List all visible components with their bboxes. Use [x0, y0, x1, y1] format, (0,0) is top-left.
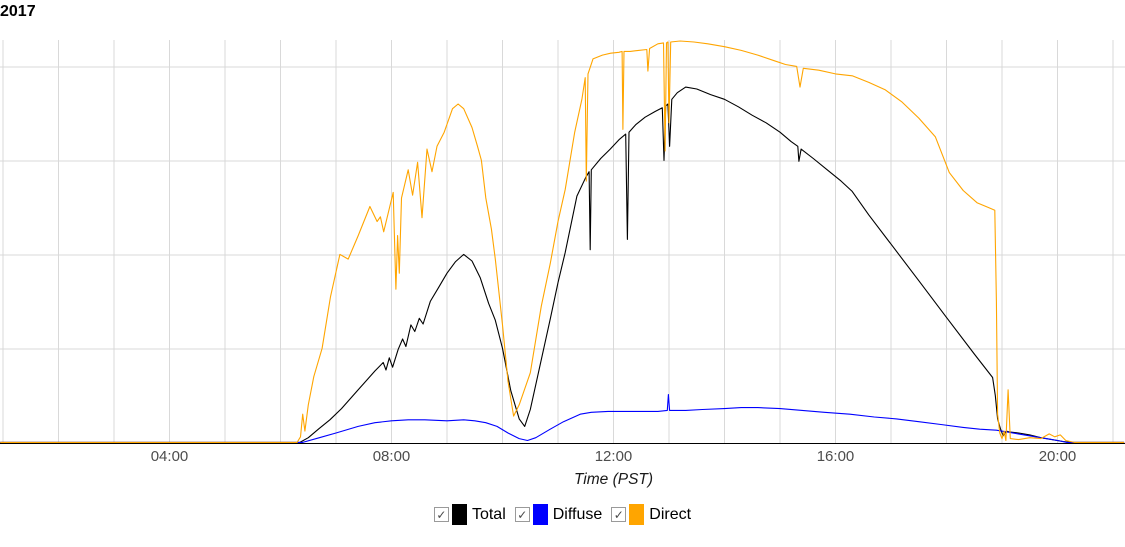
plot-gridlines	[0, 40, 1125, 443]
x-tick-label: 12:00	[595, 448, 633, 465]
x-axis-title: Time (PST)	[574, 471, 653, 488]
legend-swatch-total	[451, 504, 467, 525]
legend-label-direct: Direct	[649, 505, 692, 523]
series-line-diffuse	[0, 393, 1125, 443]
series-line-direct	[0, 40, 1125, 443]
chart-title: 2017	[0, 3, 36, 20]
x-tick-label: 16:00	[817, 448, 855, 465]
legend-item-direct: ✓ Direct	[611, 504, 691, 525]
legend-checkbox-diffuse[interactable]: ✓	[514, 507, 530, 522]
legend-item-total: ✓ Total	[433, 504, 506, 525]
x-tick-label: 04:00	[151, 448, 189, 465]
x-tick-label: 08:00	[373, 448, 411, 465]
x-axis-tick-labels: 04:00 08:00 12:00 16:00 20:00	[151, 448, 1077, 465]
chart-legend: ✓ Total ✓ Diffuse ✓ Direct	[0, 504, 1125, 525]
legend-swatch-diffuse	[532, 504, 548, 525]
legend-item-diffuse: ✓ Diffuse	[514, 504, 603, 525]
irradiance-time-series-chart[interactable]: 04:00 08:00 12:00 16:00 20:00 Time (PST)	[0, 0, 1125, 498]
x-tick-label: 20:00	[1039, 448, 1077, 465]
legend-swatch-direct	[629, 504, 645, 525]
series-line-total	[0, 86, 1125, 443]
legend-checkbox-total[interactable]: ✓	[433, 507, 449, 522]
legend-label-diffuse: Diffuse	[552, 505, 603, 523]
legend-label-total: Total	[471, 505, 506, 523]
legend-checkbox-direct[interactable]: ✓	[611, 507, 627, 522]
